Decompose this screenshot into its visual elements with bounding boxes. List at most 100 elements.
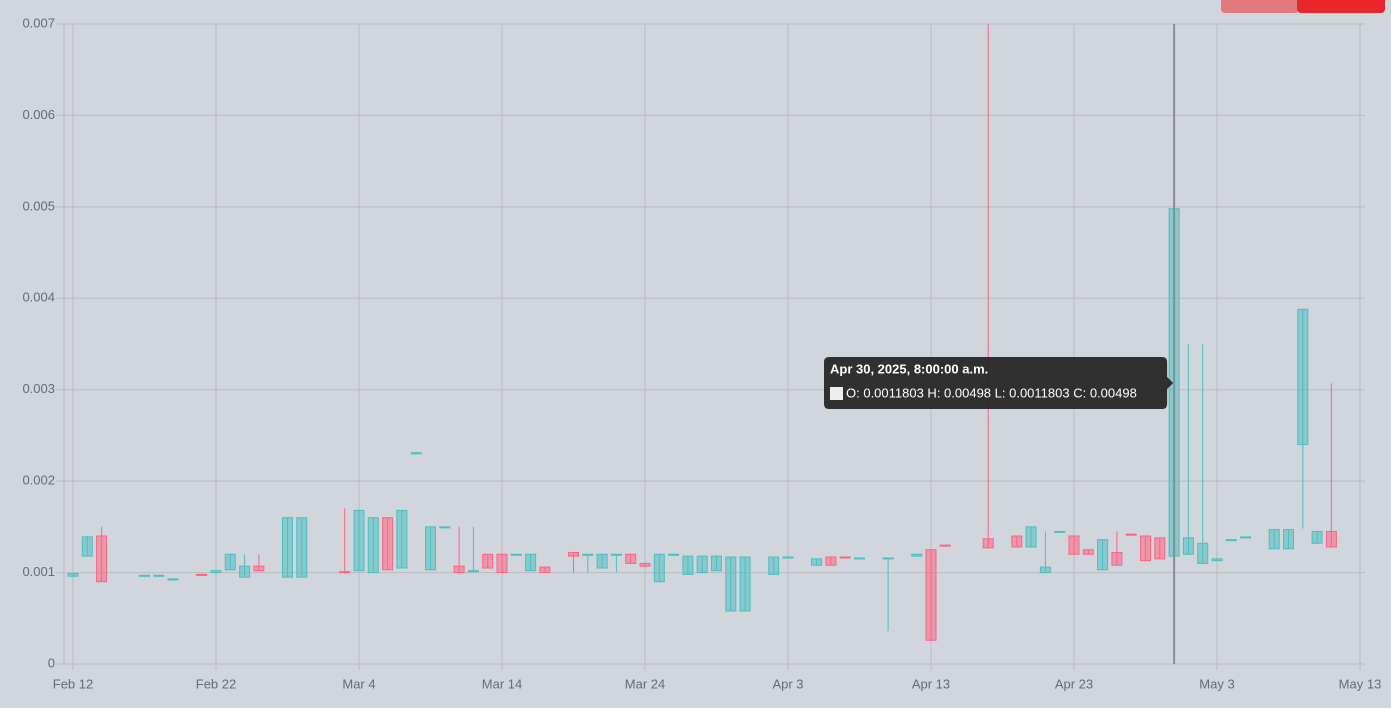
candle-body	[496, 553, 508, 574]
candle-body	[839, 556, 851, 559]
y-tick-label: 0.007	[22, 15, 55, 30]
candle-body	[825, 556, 837, 566]
candle-body	[1025, 526, 1037, 548]
candle-body	[911, 553, 923, 557]
candle-body	[539, 566, 551, 574]
y-tick-label: 0.002	[22, 473, 55, 488]
candle-body	[1240, 536, 1252, 539]
x-tick-label: Apr 13	[912, 676, 950, 691]
y-tick-label: 0.004	[22, 290, 55, 305]
candle-body	[210, 570, 222, 574]
candle-body	[1225, 539, 1237, 542]
candle-body	[939, 544, 951, 547]
y-tick-label: 0	[48, 655, 55, 670]
candle-body	[1082, 549, 1094, 555]
candle-body	[711, 555, 722, 572]
candle-body	[224, 553, 236, 571]
candle-body	[625, 553, 637, 564]
y-tick-label: 0.001	[22, 564, 55, 579]
candle-body	[382, 517, 394, 571]
x-tick-label: May 13	[1339, 676, 1382, 691]
candle-body	[782, 556, 794, 559]
candle-body	[982, 538, 994, 549]
tooltip-box	[824, 357, 1174, 409]
grid: 0 0.001 0.002 0.003 0.004 0.005 0.006 0.007 Feb …	[22, 15, 1381, 691]
candle-body	[1268, 529, 1280, 550]
x-tick-label: Apr 3	[772, 676, 803, 691]
candle-body	[1097, 539, 1109, 571]
candle-body	[510, 553, 522, 556]
candle-body	[1197, 542, 1209, 564]
candle-body	[1297, 308, 1309, 446]
y-tick-label: 0.006	[22, 107, 55, 122]
candle-body	[1054, 530, 1066, 533]
candle-body	[1125, 533, 1137, 536]
candle-body	[425, 526, 436, 571]
candle-body	[653, 553, 665, 583]
candle-body	[367, 517, 379, 574]
candle-body	[639, 562, 651, 567]
candle-body	[1211, 558, 1223, 562]
candle-body	[682, 555, 694, 575]
y-tick-label: 0.003	[22, 381, 55, 396]
candle-body	[296, 517, 308, 578]
y-tick-label: 0.005	[22, 198, 55, 213]
candle-body	[568, 551, 579, 557]
candle-body	[1283, 529, 1294, 550]
candle-body	[582, 553, 594, 556]
candle-body	[854, 557, 865, 560]
candle-body	[467, 570, 479, 573]
candle-body	[768, 556, 780, 575]
candle-body	[253, 565, 265, 572]
candle-body	[811, 558, 823, 566]
candle-body	[610, 553, 622, 556]
tooltip-body: O: 0.0011803 H: 0.00498 L: 0.0011803 C: …	[846, 385, 1137, 400]
candle-body	[525, 553, 537, 572]
candle-body	[396, 509, 408, 569]
range-button[interactable]	[1221, 0, 1299, 13]
candle-body	[196, 573, 208, 576]
candle-body	[453, 565, 465, 574]
tooltip-title: Apr 30, 2025, 8:00:00 a.m.	[830, 361, 988, 376]
candle-body	[67, 572, 79, 577]
candle-body	[596, 553, 608, 569]
candle-body	[1068, 535, 1080, 555]
candle-body	[668, 553, 680, 556]
candle-body	[696, 555, 708, 574]
candle-body	[339, 571, 351, 574]
candle-body	[882, 557, 894, 560]
candle-body	[139, 574, 150, 577]
candle-body	[1154, 537, 1166, 560]
candle-body	[96, 535, 108, 583]
candles	[67, 24, 1337, 641]
candle-body	[1182, 537, 1194, 555]
candle-body	[1039, 566, 1051, 574]
candle-body	[353, 509, 365, 572]
candle-body	[239, 565, 251, 578]
tooltip: Apr 30, 2025, 8:00:00 a.m. O: 0.0011803 H…	[824, 24, 1176, 664]
candle-body	[439, 526, 451, 529]
candle-body	[282, 517, 293, 578]
candle-body	[925, 549, 937, 641]
tooltip-swatch	[830, 387, 843, 400]
candle-body	[81, 536, 93, 557]
x-tick-label: Mar 4	[342, 676, 375, 691]
candle-body	[1111, 551, 1123, 566]
x-tick-label: May 3	[1199, 676, 1234, 691]
candle-body	[167, 578, 179, 581]
range-button[interactable]	[1297, 0, 1385, 13]
x-tick-label: Apr 23	[1055, 676, 1093, 691]
candle-body	[739, 556, 751, 612]
candle-body	[153, 574, 165, 577]
candle-body	[1325, 530, 1337, 548]
x-tick-label: Mar 14	[482, 676, 522, 691]
candle-body	[482, 553, 494, 569]
x-tick-label: Feb 12	[53, 676, 93, 691]
candle-body	[725, 556, 737, 612]
candle-body	[410, 452, 422, 455]
candle-body	[1140, 535, 1151, 562]
x-tick-label: Feb 22	[196, 676, 236, 691]
candle-body	[1311, 530, 1323, 544]
